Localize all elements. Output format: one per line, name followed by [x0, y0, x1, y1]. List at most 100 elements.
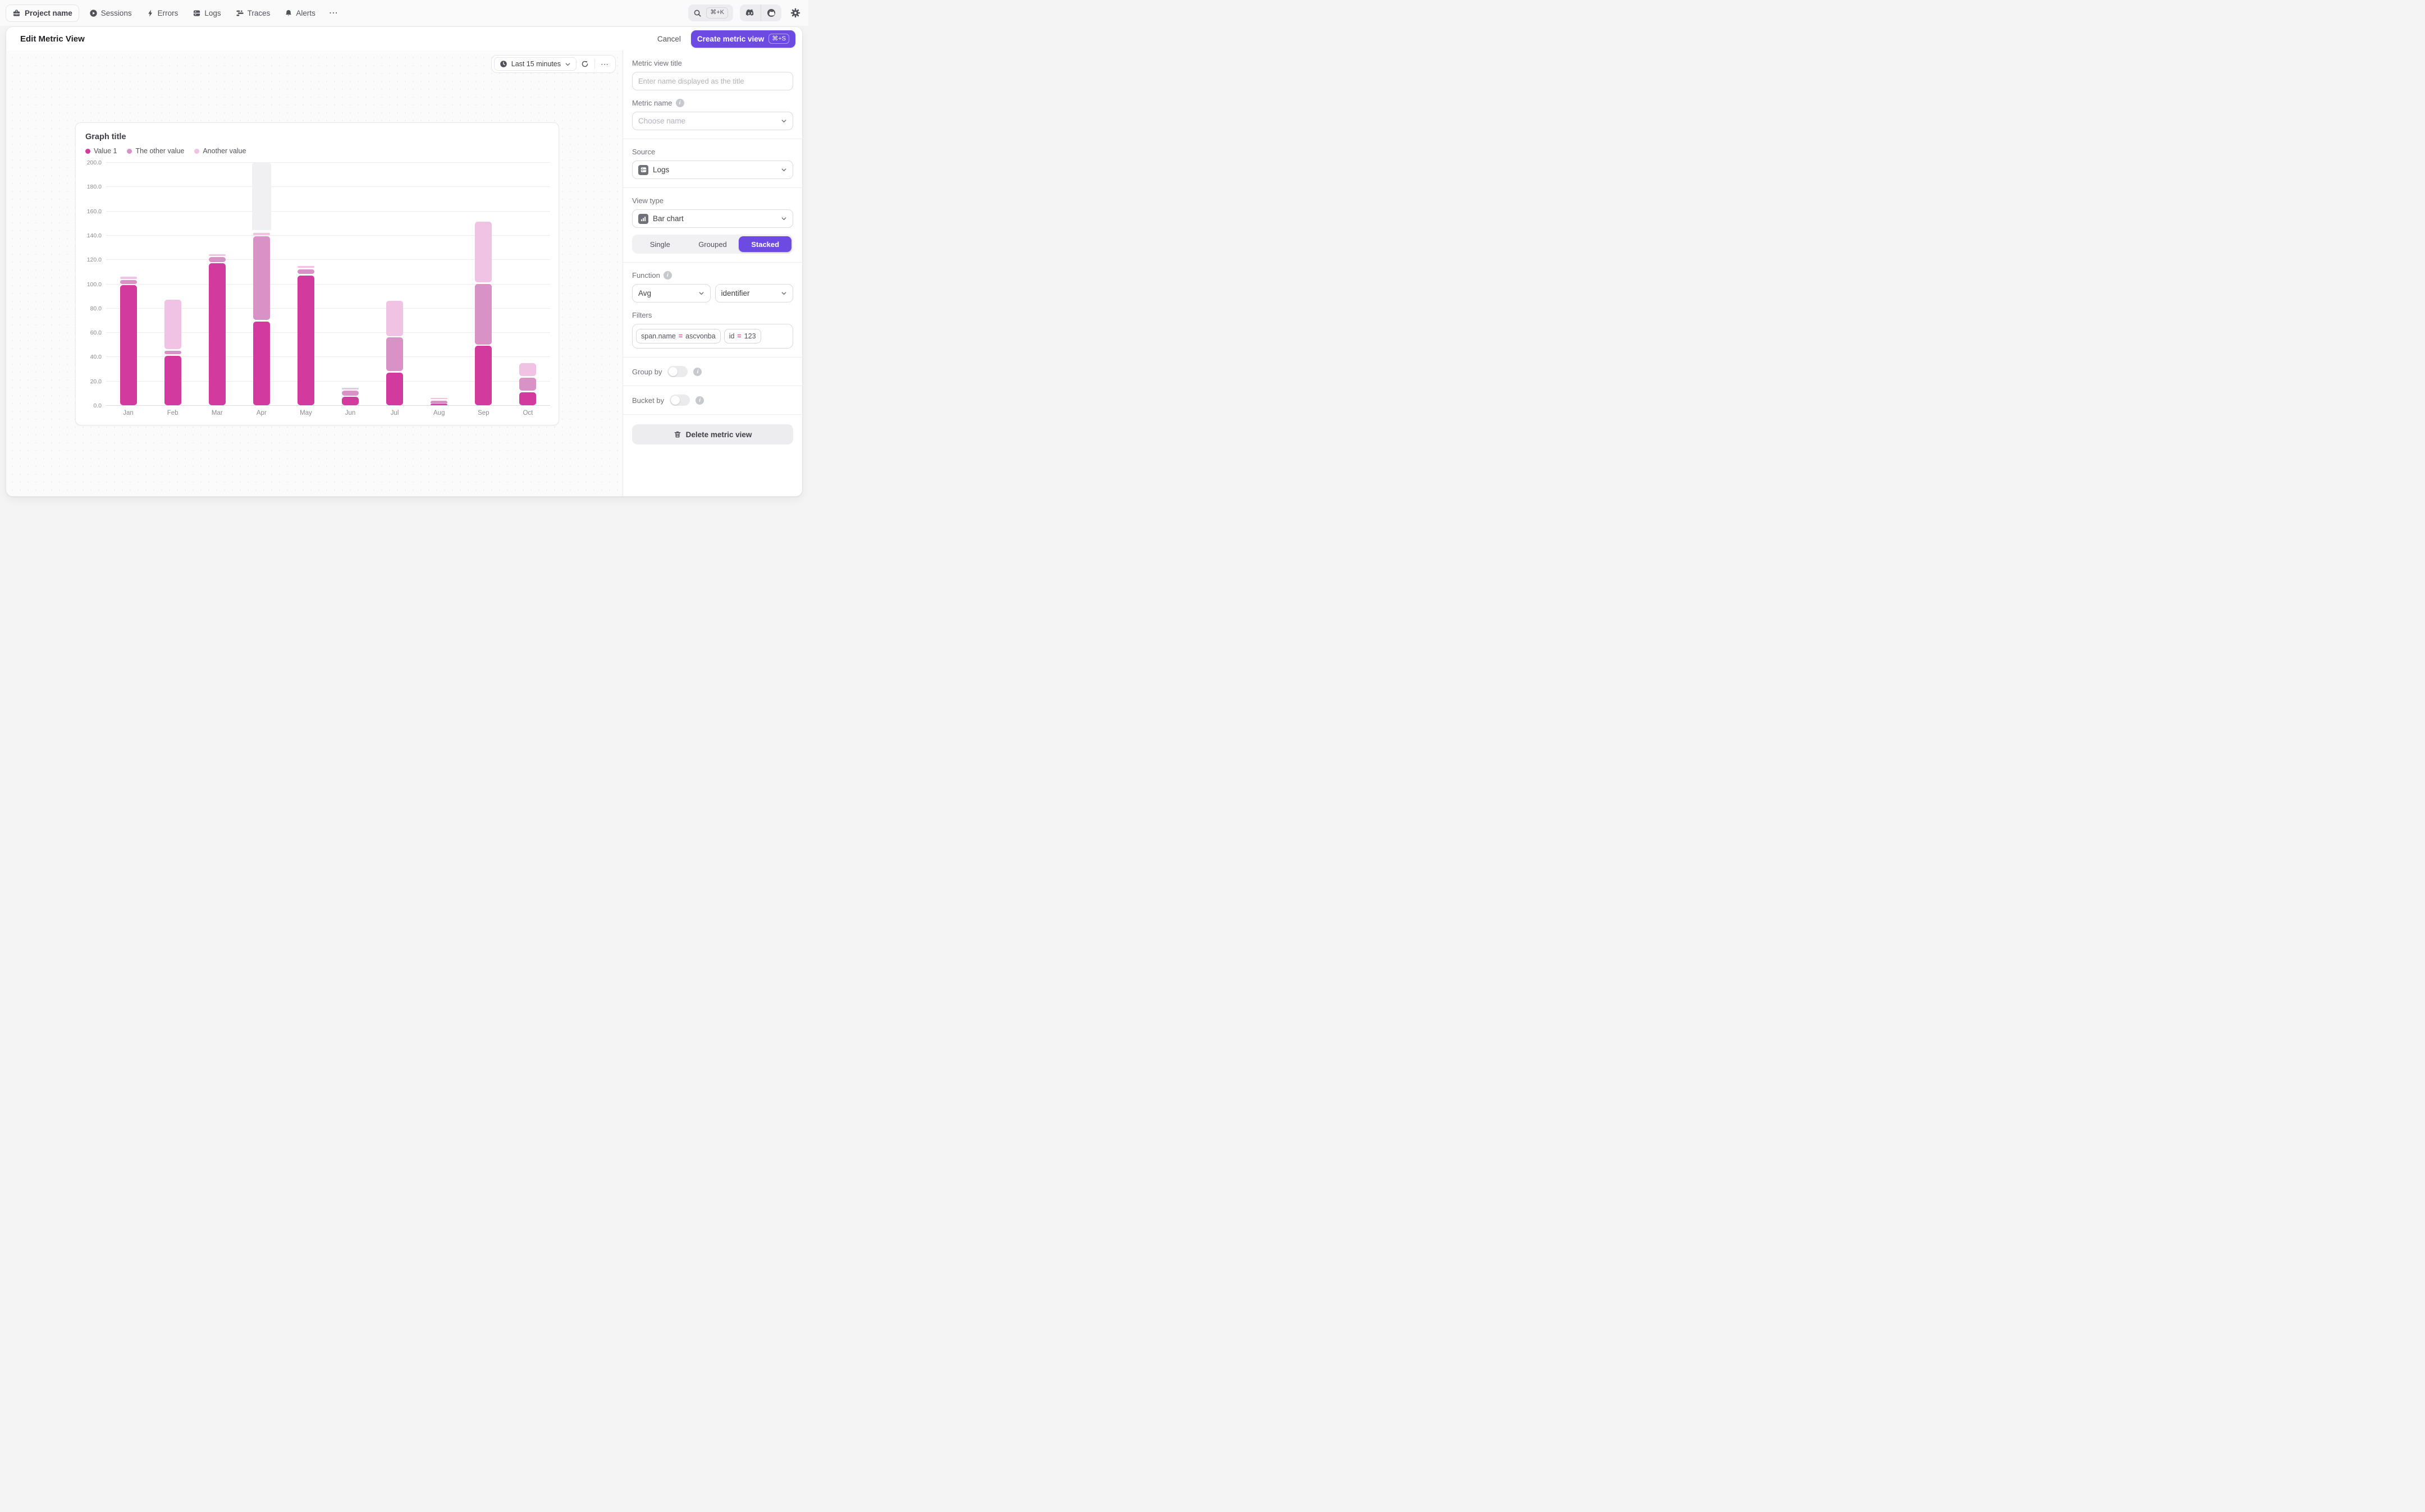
github-button[interactable]: [761, 4, 781, 21]
bar-segment-another-value[interactable]: [431, 397, 448, 400]
bar-segment-another-value[interactable]: [297, 266, 314, 268]
nav-overflow-button[interactable]: ⋯: [326, 4, 342, 21]
trash-icon: [674, 430, 681, 438]
card-header: Edit Metric View Cancel Create metric vi…: [6, 27, 802, 51]
x-tick-label: Oct: [523, 410, 533, 416]
info-icon[interactable]: i: [675, 99, 684, 107]
x-axis-labels: Jan Feb Mar Apr May Jun Jul Aug Sep Oct: [106, 410, 550, 421]
section-function: Function i Avg identifier: [623, 263, 802, 311]
bar-segment-value-1[interactable]: [519, 392, 537, 405]
nav-item-traces[interactable]: Traces: [231, 4, 275, 21]
legend-dot-icon: [85, 148, 90, 154]
bar-segment-the-other-value[interactable]: [431, 400, 448, 404]
group-by-label: Group by: [632, 367, 662, 376]
delete-metric-view-button[interactable]: Delete metric view: [632, 424, 793, 445]
y-axis-labels: 0.0 20.0 40.0 60.0 80.0 100.0 120.0 140.0 160.0 1…: [83, 159, 106, 409]
divider: [594, 59, 595, 69]
more-options-icon: ⋯: [601, 59, 609, 68]
cancel-button[interactable]: Cancel: [655, 31, 683, 47]
chevron-down-icon: [698, 290, 704, 296]
bar-segment-another-value[interactable]: [164, 300, 181, 350]
refresh-button[interactable]: [578, 59, 592, 69]
nav-left: Project name Sessions Errors Logs Traces: [6, 4, 342, 22]
bar-segment-another-value[interactable]: [120, 276, 137, 279]
filters-label: Filters: [632, 311, 652, 319]
bar-segment-the-other-value[interactable]: [164, 350, 181, 355]
briefcase-icon: [12, 9, 21, 17]
bar-segment-the-other-value[interactable]: [519, 377, 537, 391]
bar-segment-value-1[interactable]: [120, 285, 137, 405]
info-icon[interactable]: i: [693, 367, 702, 376]
search-button[interactable]: ⌘+K: [688, 4, 733, 21]
filter-chip[interactable]: span.name = ascvonba: [636, 329, 721, 343]
bucket-by-toggle[interactable]: [670, 395, 690, 406]
y-tick-label: 160.0: [86, 208, 102, 215]
metric-name-select[interactable]: Choose name: [632, 112, 793, 130]
mode-grouped-button[interactable]: Grouped: [687, 236, 739, 252]
settings-button[interactable]: [788, 6, 803, 20]
bar-segment-value-1[interactable]: [431, 404, 448, 405]
bar-segment-the-other-value[interactable]: [208, 257, 226, 262]
create-metric-view-button[interactable]: Create metric view ⌘+S: [690, 30, 795, 48]
function-argument-select[interactable]: identifier: [715, 284, 793, 303]
nav-item-alerts[interactable]: Alerts: [280, 4, 320, 21]
x-tick-label: Apr: [256, 410, 267, 416]
bar-segment-value-1[interactable]: [164, 355, 181, 405]
gridline: [106, 210, 550, 212]
settings-sidebar: Metric view title Metric name i Choose n…: [623, 51, 802, 496]
x-tick-label: Sep: [478, 410, 489, 416]
mode-stacked-button[interactable]: Stacked: [739, 236, 791, 252]
mode-single-button[interactable]: Single: [634, 236, 687, 252]
nav-item-errors[interactable]: Errors: [142, 4, 183, 21]
info-icon[interactable]: i: [696, 396, 704, 405]
chevron-down-icon: [781, 290, 787, 296]
metric-view-title-input[interactable]: [632, 72, 793, 90]
bar-segment-value-1[interactable]: [253, 321, 270, 405]
project-selector[interactable]: Project name: [6, 4, 79, 22]
discord-button[interactable]: [740, 4, 761, 21]
info-icon[interactable]: i: [663, 271, 672, 280]
bar-segment-another-value[interactable]: [253, 232, 270, 235]
y-tick-label: 80.0: [90, 305, 102, 312]
play-circle-icon: [89, 9, 98, 17]
bar-segment-value-1[interactable]: [342, 397, 359, 405]
logs-icon: [193, 9, 201, 17]
bar-segment-the-other-value[interactable]: [297, 269, 314, 274]
bar-segment-the-other-value[interactable]: [120, 280, 137, 284]
chevron-down-icon: [781, 216, 787, 222]
divider: [623, 187, 802, 188]
bar-segment-another-value[interactable]: [342, 387, 359, 390]
x-tick-label: Jun: [345, 410, 356, 416]
bar-segment-another-value[interactable]: [208, 254, 226, 256]
filters-input[interactable]: span.name = ascvonba id = 123: [632, 324, 793, 349]
gridline: [106, 259, 550, 260]
gridline: [106, 405, 550, 406]
nav-item-logs[interactable]: Logs: [188, 4, 225, 21]
bar-segment-the-other-value[interactable]: [342, 391, 359, 396]
chart-legend: Value 1 The other value Another value: [76, 141, 559, 155]
time-range-select[interactable]: Last 15 minutes: [493, 57, 576, 71]
function-select[interactable]: Avg: [632, 284, 711, 303]
view-type-select[interactable]: Bar chart: [632, 209, 793, 228]
bar-chart-icon: [638, 213, 648, 224]
logs-icon: [638, 164, 648, 175]
x-tick-label: Jul: [390, 410, 399, 416]
source-select[interactable]: Logs: [632, 161, 793, 179]
time-options-button[interactable]: ⋯: [597, 59, 612, 69]
bar-segment-another-value[interactable]: [475, 222, 492, 283]
bar-segment-the-other-value[interactable]: [475, 283, 492, 345]
bar-segment-the-other-value[interactable]: [386, 337, 404, 372]
group-by-toggle[interactable]: [667, 366, 688, 377]
create-button-label: Create metric view: [697, 34, 765, 43]
bar-segment-value-1[interactable]: [475, 346, 492, 405]
bar-segment-another-value[interactable]: [386, 301, 404, 336]
bar-segment-value-1[interactable]: [208, 263, 226, 405]
filter-chip[interactable]: id = 123: [724, 329, 761, 343]
bar-segment-value-1[interactable]: [386, 372, 404, 405]
plot-wrap: 0.0 20.0 40.0 60.0 80.0 100.0 120.0 140.0 160.0 1…: [76, 159, 559, 409]
nav-item-sessions[interactable]: Sessions: [85, 4, 136, 21]
bar-segment-the-other-value[interactable]: [253, 236, 270, 320]
bar-segment-another-value[interactable]: [519, 363, 537, 377]
bar-segment-value-1[interactable]: [297, 275, 314, 405]
section-bucket-by: Bucket by i: [623, 386, 802, 414]
